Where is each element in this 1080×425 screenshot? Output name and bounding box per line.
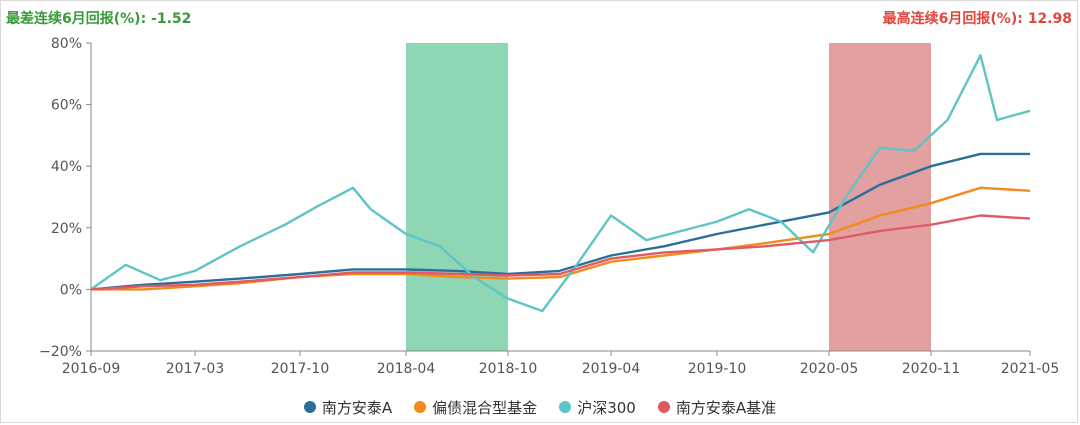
x-tick-label: 2020-11 <box>902 361 961 377</box>
best-6m-label: 最高连续6月回报(%): <box>882 11 1023 27</box>
legend-label: 偏债混合型基金 <box>432 398 538 417</box>
x-tick-label: 2016-09 <box>62 361 121 377</box>
worst_6m-band <box>406 43 508 351</box>
best-6m-return: 最高连续6月回报(%): 12.98 <box>883 8 1072 28</box>
series-line-2 <box>91 186 1031 291</box>
legend-item-3[interactable]: 沪深300 <box>559 394 636 420</box>
x-tick-label: 2019-10 <box>688 361 747 377</box>
worst-6m-return: 最差连续6月回报(%): -1.52 <box>6 8 191 28</box>
line-chart: 80% 60% 40% 20% 0% −20%2016-09 2017-03 2017-10 2… <box>39 36 1060 377</box>
legend-item-2[interactable]: 偏债混合型基金 <box>414 394 537 420</box>
legend-marker-icon <box>559 401 572 413</box>
series-line-3 <box>90 54 1031 313</box>
x-tick-label: 2019-04 <box>582 361 641 377</box>
x-tick-label: 2021-05 <box>1001 361 1060 377</box>
y-tick-label: −20% <box>39 344 82 360</box>
best-6m-value: 12.98 <box>1027 11 1072 27</box>
legend-marker-icon <box>414 401 427 413</box>
worst-6m-label: 最差连续6月回报(%): <box>6 11 147 27</box>
y-tick-label: 80% <box>51 36 82 52</box>
legend-item-1[interactable]: 南方安泰A <box>303 394 393 420</box>
x-tick-label: 2017-03 <box>166 361 225 377</box>
x-tick-label: 2020-05 <box>800 361 859 377</box>
legend: 南方安泰A 偏债混合型基金 沪深300 南方安泰A基准 <box>0 394 1080 420</box>
legend-marker-icon <box>657 401 670 413</box>
x-tick-label: 2018-04 <box>377 361 436 377</box>
y-tick-label: 40% <box>51 159 82 175</box>
x-tick-label: 2017-10 <box>271 361 330 377</box>
legend-marker-icon <box>303 401 316 413</box>
series-line-1 <box>90 152 1030 291</box>
x-tick-label: 2018-10 <box>479 361 538 377</box>
worst-6m-value: -1.52 <box>151 11 192 27</box>
best_6m-band <box>829 43 931 351</box>
y-tick-label: 20% <box>51 221 82 237</box>
y-tick-label: 0% <box>60 282 82 298</box>
legend-label: 南方安泰A基准 <box>675 398 777 417</box>
legend-label: 南方安泰A <box>321 398 393 417</box>
y-tick-label: 60% <box>51 98 82 114</box>
legend-label: 沪深300 <box>577 398 636 417</box>
legend-item-4[interactable]: 南方安泰A基准 <box>657 394 777 420</box>
